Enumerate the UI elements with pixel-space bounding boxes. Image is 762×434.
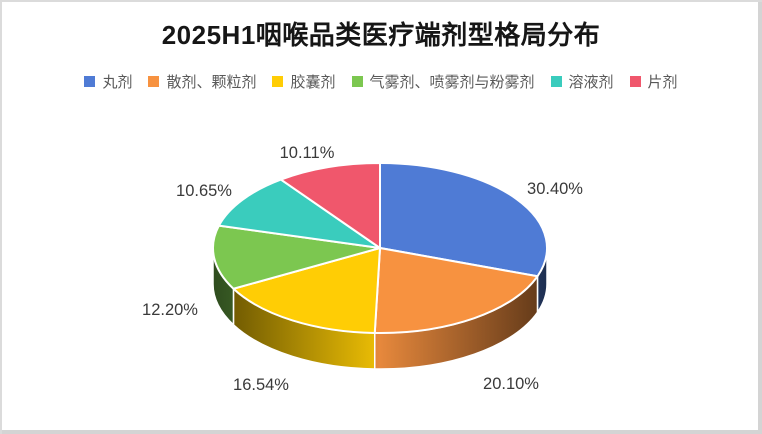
legend-label: 气雾剂、喷雾剂与粉雾剂 (369, 74, 535, 91)
pie-slice (379, 162, 548, 278)
legend-label: 片剂 (647, 74, 678, 91)
legend-item: 胶囊剂 (272, 71, 336, 92)
pie-slice (279, 162, 381, 249)
legend-swatch-icon (550, 76, 562, 87)
legend-label: 丸剂 (102, 74, 133, 91)
chart-title: 2025H1咽喉品类医疗端剂型格局分布 (161, 20, 601, 50)
legend-label: 胶囊剂 (290, 74, 336, 91)
pie-slice-label: 30.40% (527, 180, 583, 198)
pie-slice-label: 12.20% (142, 301, 198, 319)
legend-swatch-icon (351, 76, 363, 87)
legend-item: 散剂、颗粒剂 (148, 71, 256, 92)
pie-slice-label: 10.65% (176, 182, 232, 200)
legend-item: 溶液剂 (550, 71, 614, 92)
legend-label: 散剂、颗粒剂 (166, 74, 257, 91)
pie-slice (373, 247, 539, 334)
legend-swatch-icon (629, 76, 641, 87)
pie-slice-label: 20.10% (483, 375, 539, 393)
legend-label: 溶液剂 (568, 74, 614, 91)
legend-item: 丸剂 (84, 71, 132, 92)
legend-swatch-icon (148, 76, 160, 87)
pie-slice-label: 16.54% (233, 376, 289, 394)
pie-slice-label: 10.11% (280, 144, 335, 162)
legend-swatch-icon (84, 76, 96, 87)
pie-slice (212, 224, 381, 290)
legend-swatch-icon (272, 76, 284, 87)
legend-item: 气雾剂、喷雾剂与粉雾剂 (351, 71, 535, 92)
pie-slice (217, 178, 381, 249)
chart-legend: 丸剂 散剂、颗粒剂 胶囊剂 气雾剂、喷雾剂与粉雾剂 溶液剂 片剂 (0, 71, 762, 92)
legend-item: 片剂 (629, 71, 678, 92)
pie-slice (232, 247, 381, 334)
